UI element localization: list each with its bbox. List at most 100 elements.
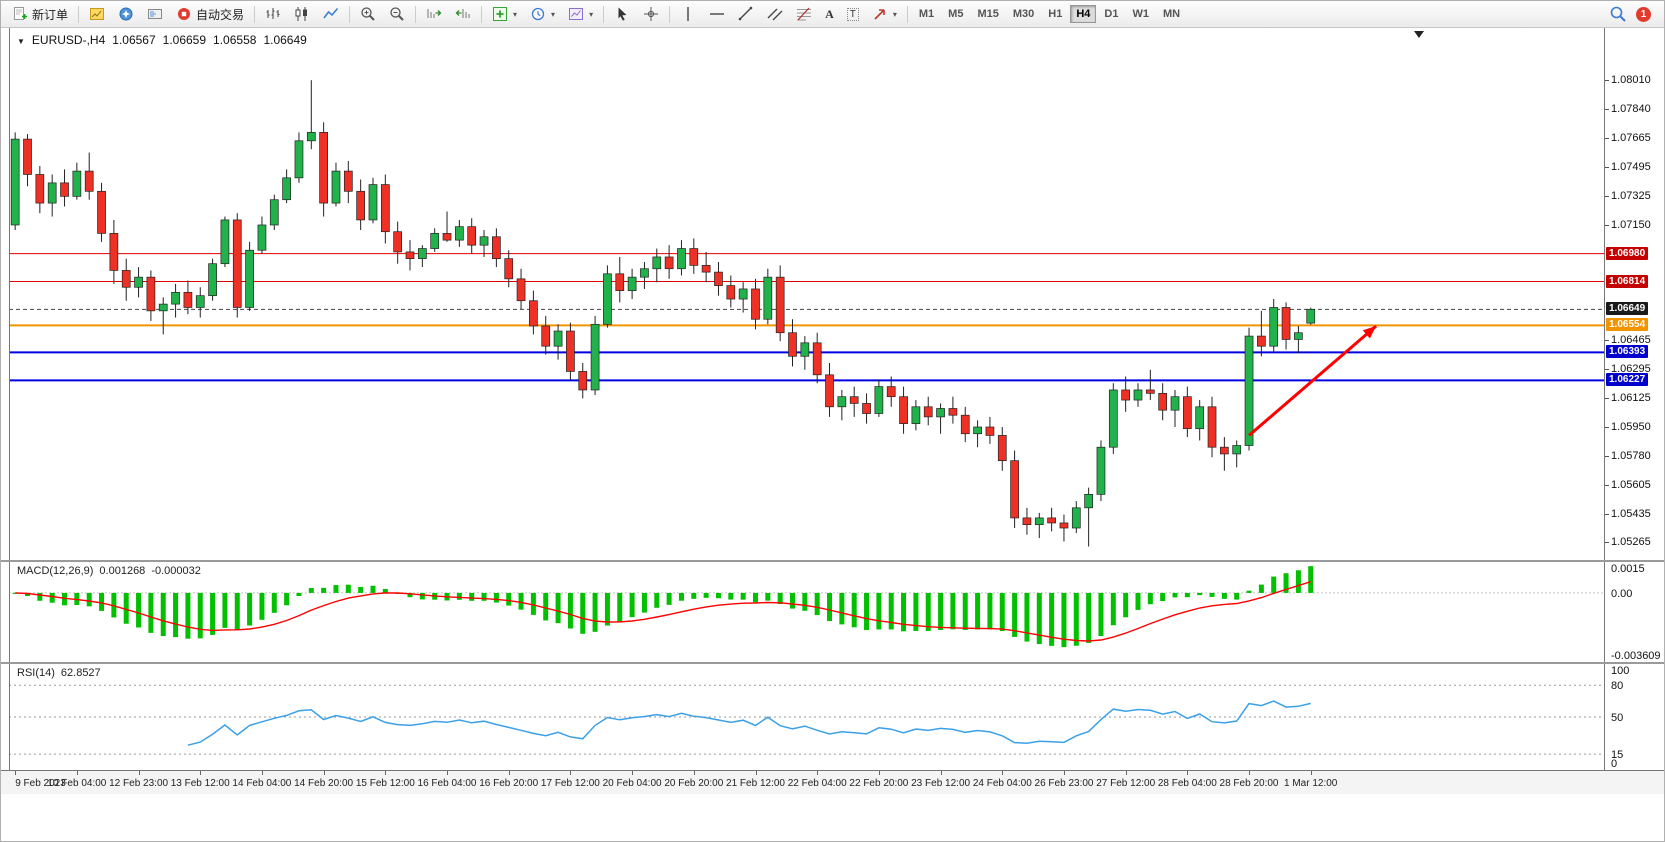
time-label: 22 Feb 04:00 [787,778,847,789]
time-axis-corner [1604,771,1664,794]
price-tick-dash [1605,513,1609,515]
bar-chart-button[interactable] [259,4,287,25]
notification-badge[interactable]: 1 [1636,6,1651,22]
time-label: 16 Feb 20:00 [479,778,539,789]
timeframe-h1-button[interactable]: H1 [1042,5,1068,23]
time-tick [1125,771,1127,775]
time-label: 28 Feb 04:00 [1157,778,1217,789]
indicators-icon [493,7,508,21]
timeframe-m15-button[interactable]: M15 [971,5,1004,23]
price-tick: 1.07495 [1611,160,1651,173]
arrows-tool-button[interactable]: ▾ [866,4,903,25]
macd-tick: 0.0015 [1611,563,1645,575]
macd-tick: -0.003609 [1611,650,1661,662]
rsi-axis: 100 80 50 15 0 [1604,664,1664,770]
cursor-tool-button[interactable] [608,4,636,25]
price-chart-canvas[interactable] [9,28,1604,560]
vertical-line-tool-button[interactable] [674,4,702,25]
timeframe-m5-button[interactable]: M5 [942,5,969,23]
bar-chart-icon [266,8,280,19]
search-button[interactable] [1604,4,1633,25]
text-label-tool-button[interactable]: T [841,4,865,25]
chart-shift-button[interactable] [449,4,477,25]
panel-splitter[interactable] [1,560,1664,562]
timeframe-m30-button[interactable]: M30 [1007,5,1040,23]
time-axis[interactable]: 9 Feb 2023 10 Feb 04:00 12 Feb 23:00 13 Feb… [9,771,1604,794]
price-tick-dash [1605,225,1609,226]
time-tick [138,771,140,775]
shift-marker-icon[interactable] [1413,31,1424,38]
zoom-in-button[interactable] [354,4,382,25]
one-click-trading-toggle[interactable]: ▼ [17,37,25,46]
time-tick [940,771,942,775]
rsi-plot[interactable]: RSI(14) 62.8527 [9,664,1604,770]
price-tick-dash [1605,455,1609,457]
indicators-button[interactable]: ▾ [486,4,523,25]
macd-plot[interactable]: MACD(12,26,9) 0.001268 -0.000032 [9,562,1604,662]
navigator-icon [119,7,133,21]
price-tick-dash [1605,195,1609,197]
market-watch-button[interactable] [83,4,111,25]
toolbar-separator [481,5,483,23]
time-tick [570,771,572,775]
zoom-out-button[interactable] [383,4,411,25]
time-tick [1002,771,1004,775]
channel-tool-button[interactable] [761,4,789,25]
time-label: 14 Feb 20:00 [294,778,354,789]
price-line-label: 1.06649 [1606,302,1649,316]
toolbar-separator [906,5,908,23]
time-tick [323,771,325,775]
candlestick-chart-icon [295,7,308,21]
price-tick: 1.05780 [1611,449,1651,462]
horizontal-line-icon [710,13,725,15]
time-label: 15 Feb 12:00 [355,778,415,789]
auto-trading-button[interactable]: 自动交易 [170,4,250,25]
periods-button[interactable]: ▾ [524,4,561,25]
price-tick-dash [1605,368,1609,370]
price-tick-dash [1605,108,1609,110]
crosshair-tool-button[interactable] [637,4,665,25]
templates-button[interactable]: ▾ [562,4,599,25]
price-tick-dash [1605,485,1609,487]
price-line-label: 1.06393 [1606,345,1649,359]
price-tick-dash [1605,80,1609,82]
fibonacci-icon [797,7,812,21]
new-order-button[interactable]: 新订单 [6,4,74,25]
rsi-tick: 80 [1611,680,1624,693]
toolbar-separator [349,5,351,23]
ohlc-low: 1.06558 [213,33,257,47]
horizontal-line-tool-button[interactable] [703,4,731,25]
rsi-tick: 100 [1611,665,1630,677]
chevron-down-icon: ▾ [589,9,594,19]
channel-icon [767,8,783,21]
line-chart-button[interactable] [317,4,345,25]
text-label-icon: T [846,7,859,21]
macd-panel: MACD(12,26,9) 0.001268 -0.000032 0.0015 0… [1,562,1664,662]
trend-arrow-head [1362,325,1377,339]
price-line-label: 1.06814 [1606,274,1649,288]
price-axis[interactable]: 1.08010 1.07840 1.07665 1.07495 1.07325 1.071… [1604,28,1664,560]
navigator-button[interactable] [112,4,140,25]
text-tool-button[interactable]: A [819,4,840,25]
terminal-button[interactable] [141,4,169,25]
time-label: 20 Feb 04:00 [602,778,662,789]
trendline-tool-button[interactable] [732,4,760,25]
price-chart[interactable]: ▼ EURUSD-,H4 1.06567 1.06659 1.06558 1.0… [9,28,1604,560]
timeframe-w1-button[interactable]: W1 [1126,5,1155,23]
price-tick: 1.05435 [1611,507,1651,520]
panel-splitter[interactable] [1,662,1664,664]
timeframe-mn-button[interactable]: MN [1157,5,1186,23]
candlestick-chart-button[interactable] [288,4,316,25]
time-tick [632,771,634,775]
price-tick-dash [1605,397,1609,399]
timeframe-m1-button[interactable]: M1 [913,5,940,23]
chevron-down-icon: ▾ [892,9,897,19]
timeframe-d1-button[interactable]: D1 [1098,5,1124,23]
rsi-line [187,700,1311,746]
timeframe-h4-button[interactable]: H4 [1070,5,1097,23]
fibonacci-tool-button[interactable] [790,4,818,25]
rsi-value: 62.8527 [60,667,101,679]
crosshair-icon [644,7,659,21]
auto-scroll-button[interactable] [420,4,448,25]
trend-arrow[interactable] [1248,324,1378,437]
